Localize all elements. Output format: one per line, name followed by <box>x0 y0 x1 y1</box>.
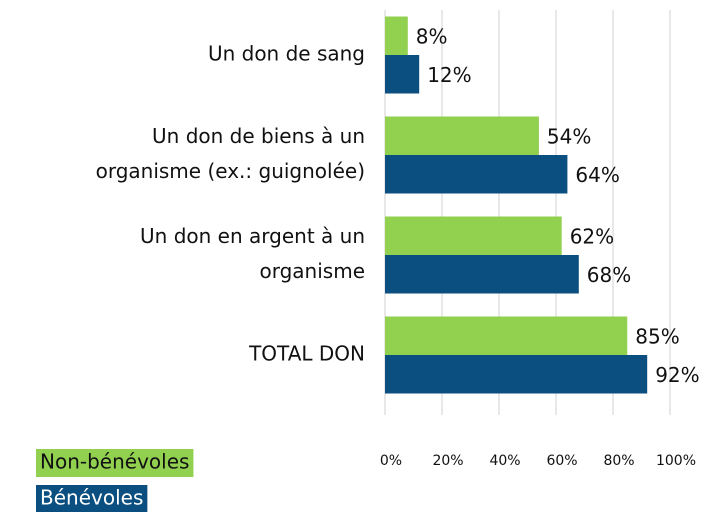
value-label: 64% <box>575 163 619 187</box>
legend-swatch <box>36 449 194 477</box>
legend-label: Bénévoles <box>40 486 143 510</box>
category-label: organisme <box>260 259 366 283</box>
bar <box>385 216 562 255</box>
legend-swatch <box>36 485 148 512</box>
x-tick-label: 40% <box>489 453 520 469</box>
bar <box>385 55 420 94</box>
bar <box>385 355 648 394</box>
value-label: 68% <box>587 263 631 287</box>
x-tick-label: 60% <box>546 453 577 469</box>
x-tick-label: 80% <box>603 453 634 469</box>
x-tick-label: 20% <box>432 453 463 469</box>
value-label: 62% <box>570 224 614 248</box>
x-tick-label: 0% <box>380 453 402 469</box>
bar <box>385 116 539 155</box>
legend-label: Non-bénévoles <box>40 450 189 474</box>
value-label: 92% <box>655 363 699 387</box>
bar <box>385 16 408 55</box>
value-label: 54% <box>547 124 591 148</box>
category-label: Un don de biens à un <box>152 124 365 148</box>
bar <box>385 155 568 194</box>
value-label: 85% <box>635 324 679 348</box>
x-tick-label: 100% <box>656 453 696 469</box>
value-label: 12% <box>427 63 471 87</box>
category-label: Un don de sang <box>208 42 365 66</box>
value-label: 8% <box>416 24 448 48</box>
bar <box>385 316 628 355</box>
category-label: organisme (ex.: guignolée) <box>96 159 365 183</box>
category-label: TOTAL DON <box>248 342 365 366</box>
bar <box>385 255 579 294</box>
category-label: Un don en argent à un <box>140 224 365 248</box>
